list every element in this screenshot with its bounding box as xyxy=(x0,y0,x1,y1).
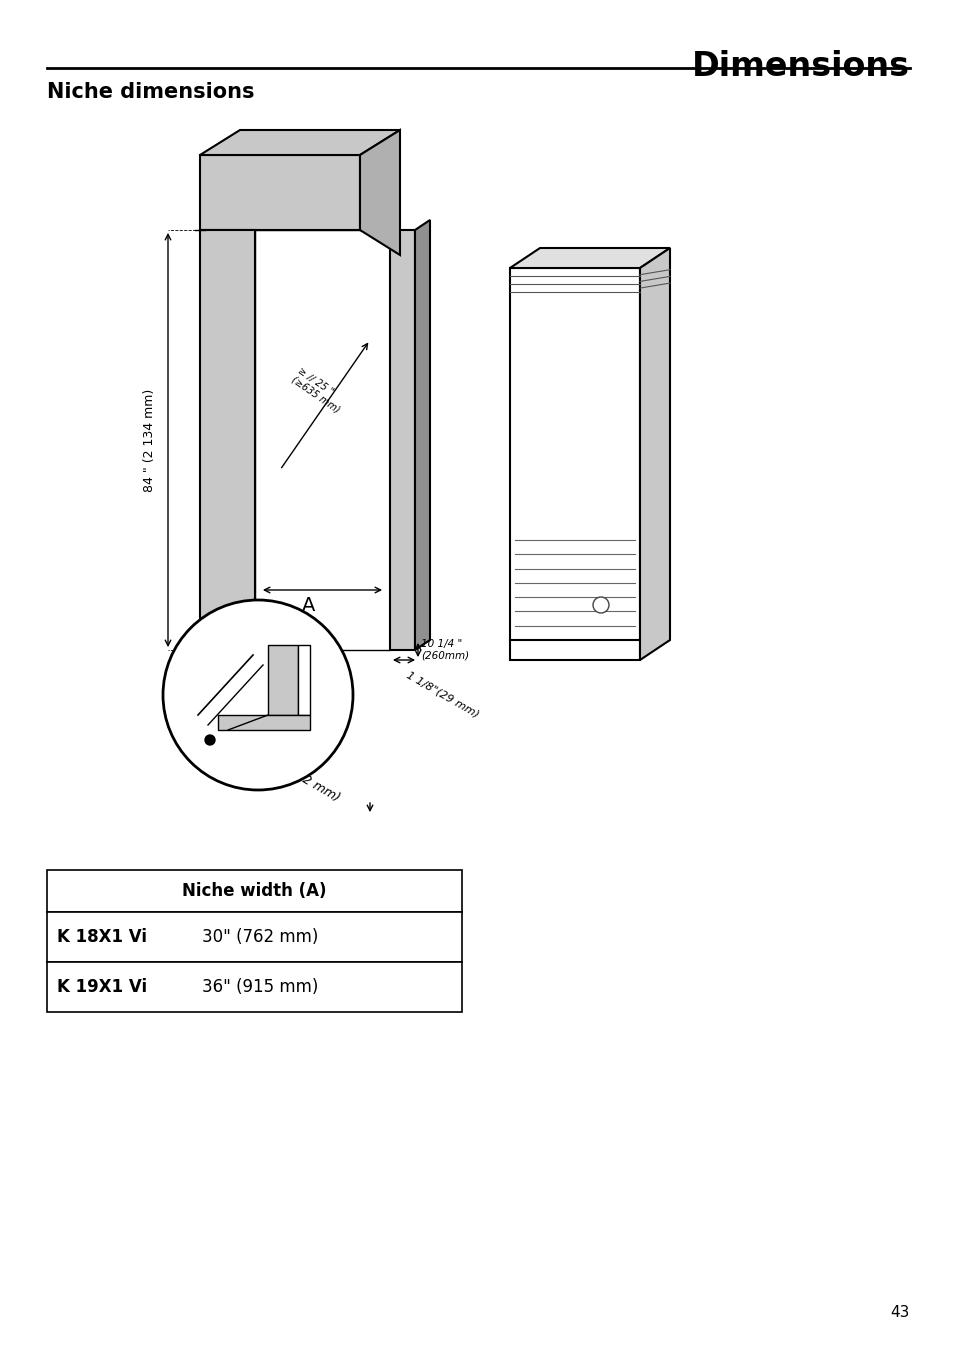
Circle shape xyxy=(205,735,214,745)
Polygon shape xyxy=(200,230,254,650)
Polygon shape xyxy=(200,130,399,155)
Text: 4"(102 mm): 4"(102 mm) xyxy=(270,756,342,804)
Polygon shape xyxy=(639,247,669,660)
Bar xyxy=(47,869,461,913)
Text: 84 " (2 134 mm): 84 " (2 134 mm) xyxy=(143,388,156,492)
Text: ≥ ∕∕ 25 "
(≥635 mm): ≥ ∕∕ 25 " (≥635 mm) xyxy=(290,365,348,415)
Text: 43: 43 xyxy=(890,1305,909,1320)
Polygon shape xyxy=(218,715,310,730)
Circle shape xyxy=(163,600,353,790)
Polygon shape xyxy=(415,220,430,650)
Bar xyxy=(47,963,461,1013)
Text: Dimensions: Dimensions xyxy=(691,50,909,82)
Polygon shape xyxy=(510,268,639,660)
Text: 30" (762 mm): 30" (762 mm) xyxy=(202,927,318,946)
Polygon shape xyxy=(510,247,669,268)
Polygon shape xyxy=(268,645,297,715)
Text: 10 1/4 "
(260mm): 10 1/4 " (260mm) xyxy=(420,639,469,661)
Text: A: A xyxy=(302,596,315,615)
Polygon shape xyxy=(200,155,359,230)
Text: 36" (915 mm): 36" (915 mm) xyxy=(202,977,318,996)
Text: K 19X1 Vi: K 19X1 Vi xyxy=(57,977,147,996)
Polygon shape xyxy=(390,230,415,650)
Polygon shape xyxy=(254,230,390,650)
Polygon shape xyxy=(297,645,310,715)
Text: 1 1/8"(29 mm): 1 1/8"(29 mm) xyxy=(405,671,480,719)
Polygon shape xyxy=(359,130,399,256)
Text: Niche dimensions: Niche dimensions xyxy=(47,82,254,101)
Circle shape xyxy=(593,598,608,612)
Bar xyxy=(47,913,461,963)
Text: K 18X1 Vi: K 18X1 Vi xyxy=(57,927,147,946)
Text: Niche width (A): Niche width (A) xyxy=(182,882,327,900)
